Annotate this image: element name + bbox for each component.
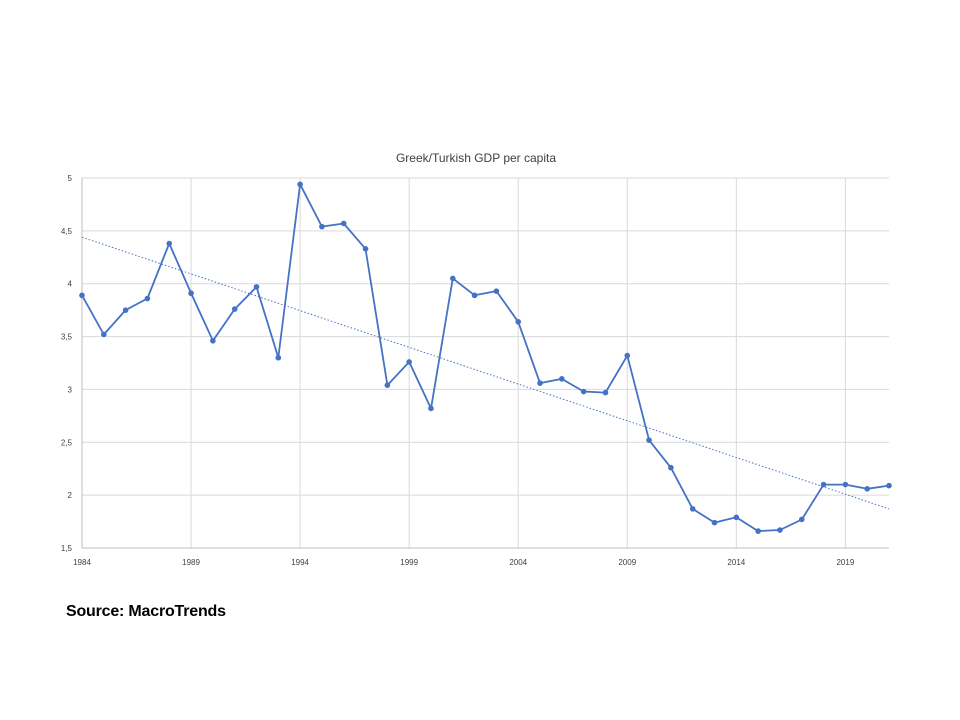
- data-point: [319, 223, 325, 230]
- data-point: [668, 464, 674, 471]
- data-point: [820, 481, 827, 488]
- data-point: [231, 306, 238, 312]
- data-point: [537, 380, 543, 386]
- y-tick-label: 5: [68, 174, 73, 183]
- x-tick-label: 2004: [509, 558, 527, 567]
- trendline-group: [81, 236, 890, 510]
- data-point: [471, 292, 478, 299]
- y-tick-label: 3,5: [61, 333, 73, 342]
- source-note: Source: MacroTrends: [66, 603, 226, 620]
- y-tick-label: 4: [68, 280, 73, 289]
- series-line: [81, 183, 890, 532]
- x-tick-label: 2009: [618, 558, 636, 567]
- y-tick-label: 2: [68, 491, 73, 500]
- data-point: [689, 506, 696, 512]
- data-point: [493, 288, 500, 294]
- x-tick-label: 1984: [73, 558, 91, 567]
- data-point: [188, 290, 194, 297]
- data-point: [864, 486, 870, 492]
- data-point: [842, 481, 849, 488]
- data-point: [297, 181, 303, 188]
- data-point: [646, 437, 652, 443]
- y-tick-label: 2,5: [61, 438, 73, 447]
- data-point: [798, 516, 805, 523]
- data-point: [144, 295, 151, 302]
- data-point: [449, 275, 456, 282]
- y-tick-label: 1,5: [61, 544, 73, 553]
- data-point: [559, 376, 565, 382]
- data-point: [253, 284, 260, 290]
- y-tick-label: 3: [68, 385, 73, 394]
- data-point: [777, 527, 783, 533]
- axes: [81, 178, 889, 549]
- data-point: [340, 220, 347, 227]
- chart-title: Greek/Turkish GDP per capita: [396, 151, 556, 165]
- data-point: [275, 354, 282, 361]
- data-point: [101, 331, 107, 338]
- x-tick-label: 2014: [727, 558, 745, 567]
- x-tick-label: 2019: [836, 558, 854, 567]
- trendline: [81, 236, 890, 510]
- y-tick-label: 4,5: [61, 227, 73, 236]
- data-point: [428, 405, 434, 412]
- data-point: [79, 292, 85, 299]
- data-point: [755, 528, 761, 534]
- data-point: [210, 338, 216, 344]
- data-point: [362, 246, 369, 252]
- data-point: [384, 382, 391, 389]
- x-tick-label: 1994: [291, 558, 309, 567]
- grid: [81, 177, 889, 549]
- data-point: [406, 359, 412, 365]
- x-tick-label: 1989: [182, 558, 200, 567]
- data-point: [711, 519, 718, 526]
- data-point: [166, 240, 173, 247]
- x-tick-label: 1999: [400, 558, 418, 567]
- data-point: [602, 389, 609, 396]
- data-point: [733, 514, 740, 521]
- data-point: [515, 318, 522, 325]
- data-point: [624, 352, 631, 359]
- data-point: [580, 388, 587, 395]
- tick-labels: 1,5 2 2,5 3 3,5 4 4,5 5 1984 1989 1994 1999 2004 2009…: [61, 174, 855, 567]
- series-group: [79, 181, 892, 534]
- data-point: [886, 482, 892, 489]
- data-point: [122, 307, 129, 313]
